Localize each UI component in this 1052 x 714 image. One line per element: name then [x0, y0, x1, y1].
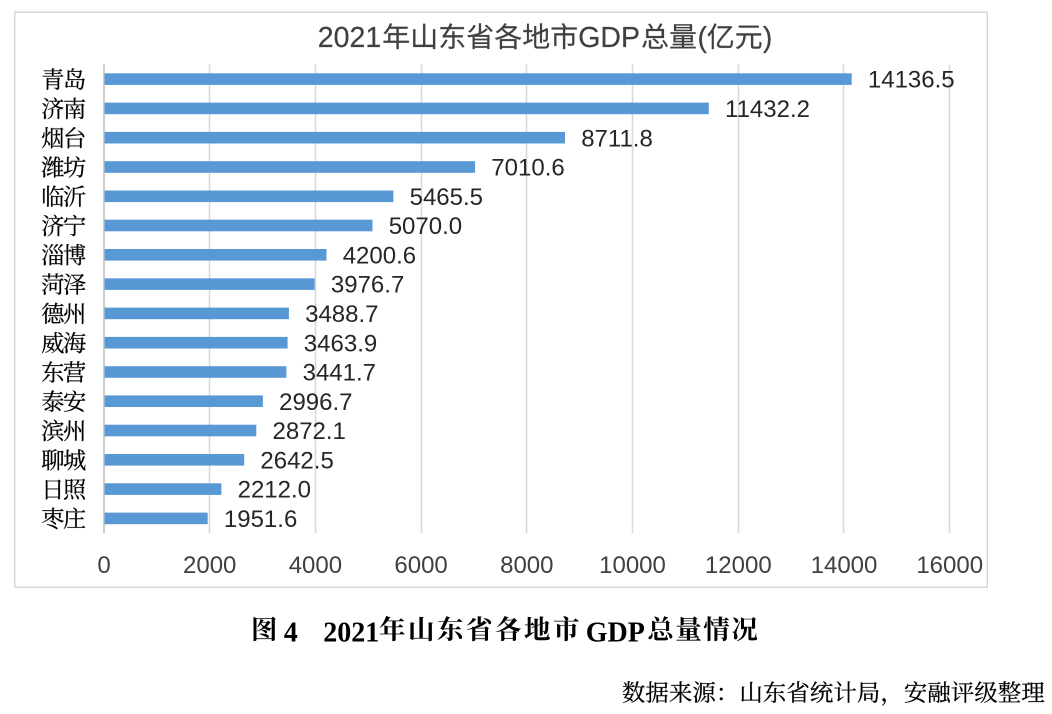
- svg-text:12000: 12000: [705, 552, 772, 579]
- svg-text:(: (: [698, 22, 708, 54]
- svg-text:3463.9: 3463.9: [304, 330, 377, 357]
- svg-text:3441.7: 3441.7: [303, 360, 376, 387]
- svg-text:8711.8: 8711.8: [581, 125, 653, 152]
- svg-text:14000: 14000: [811, 552, 878, 579]
- svg-text:10000: 10000: [599, 552, 666, 579]
- svg-text:2021: 2021: [318, 22, 381, 54]
- svg-text:4000: 4000: [289, 552, 342, 579]
- svg-text:4200.6: 4200.6: [343, 242, 416, 269]
- svg-text:14136.5: 14136.5: [868, 67, 955, 94]
- svg-text:3488.7: 3488.7: [305, 301, 378, 328]
- svg-text:GDP: GDP: [586, 618, 645, 649]
- svg-text:1951.6: 1951.6: [224, 506, 297, 533]
- svg-text:6000: 6000: [394, 552, 447, 579]
- svg-text:2021: 2021: [323, 618, 379, 649]
- svg-text:2642.5: 2642.5: [260, 447, 333, 474]
- svg-text:3976.7: 3976.7: [331, 272, 404, 299]
- svg-text:GDP: GDP: [578, 22, 640, 54]
- svg-text:11432.2: 11432.2: [725, 96, 810, 123]
- svg-text:2000: 2000: [183, 552, 236, 579]
- svg-text:2212.0: 2212.0: [238, 477, 311, 504]
- svg-text:7010.6: 7010.6: [491, 155, 564, 182]
- svg-text:5465.5: 5465.5: [410, 184, 483, 211]
- svg-text:): ): [763, 22, 773, 54]
- svg-text:4: 4: [284, 618, 298, 649]
- svg-text:8000: 8000: [500, 552, 553, 579]
- svg-text:5070.0: 5070.0: [389, 213, 462, 240]
- svg-text:2872.1: 2872.1: [273, 418, 346, 445]
- svg-text:0: 0: [97, 552, 110, 579]
- svg-text:2996.7: 2996.7: [279, 389, 352, 416]
- svg-text:16000: 16000: [916, 552, 983, 579]
